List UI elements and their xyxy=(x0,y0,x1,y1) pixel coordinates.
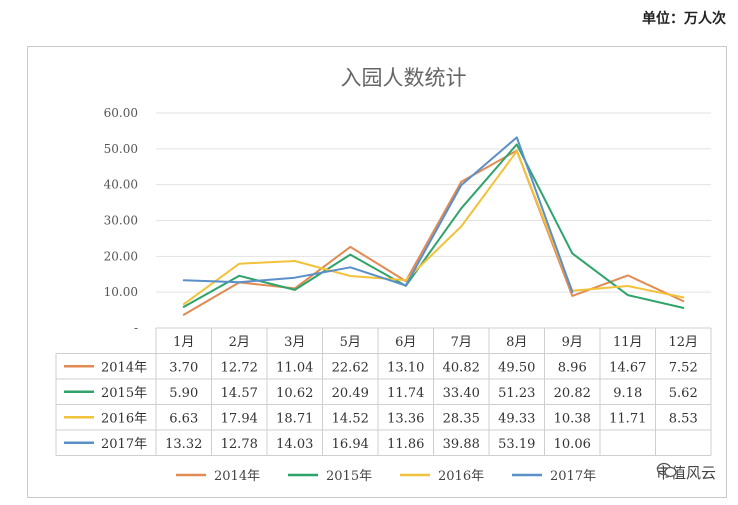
table-series-name: 2015年 xyxy=(101,386,147,401)
table-value: 13.10 xyxy=(387,360,424,375)
line-chart: 入园人数统计 - 10.00 20.00 30.00 40.00 50.00 60.00 1月 2… xyxy=(55,66,712,484)
legend-label: 2014年 xyxy=(214,469,260,484)
y-tick-label: - xyxy=(134,321,138,335)
table-value: 5.62 xyxy=(669,386,698,401)
table-value: 51.23 xyxy=(498,386,535,401)
table-value: 14.57 xyxy=(221,386,258,401)
table-category-label: 6月 xyxy=(395,335,416,350)
watermark: 市值风云 xyxy=(656,462,716,483)
table-value: 20.82 xyxy=(554,386,591,401)
table-value: 7.52 xyxy=(669,360,698,375)
table-value: 11.71 xyxy=(609,411,646,426)
y-tick-label: 40.00 xyxy=(104,178,138,192)
table-value: 40.82 xyxy=(443,360,480,375)
table-category-label: 9月 xyxy=(562,335,583,350)
series-line xyxy=(182,136,574,293)
table-value: 53.19 xyxy=(498,437,535,452)
table-series-name: 2017年 xyxy=(101,437,147,452)
table-value: 12.78 xyxy=(221,437,258,452)
series-line xyxy=(182,143,685,309)
table-value: 6.63 xyxy=(169,411,198,426)
table-value: 11.74 xyxy=(387,386,424,401)
series-line xyxy=(182,150,685,306)
table-value: 28.35 xyxy=(443,411,480,426)
table-category-label: 2月 xyxy=(229,335,250,350)
table-value: 49.33 xyxy=(498,411,535,426)
series-line xyxy=(182,149,685,316)
table-category-label: 5月 xyxy=(340,335,361,350)
table-value: 18.71 xyxy=(276,411,313,426)
table-value: 11.04 xyxy=(276,360,313,375)
table-category-label: 7月 xyxy=(451,335,472,350)
table-value: 11.86 xyxy=(387,437,424,452)
table-value: 9.18 xyxy=(613,386,642,401)
legend-label: 2017年 xyxy=(550,469,596,484)
table-series-name: 2016年 xyxy=(101,411,147,426)
table-value: 17.94 xyxy=(221,411,258,426)
chart-frame: 入园人数统计 - 10.00 20.00 30.00 40.00 50.00 60.00 1月 2… xyxy=(27,46,727,498)
table-value: 33.40 xyxy=(443,386,480,401)
table-category-label: 12月 xyxy=(668,335,698,350)
y-tick-label: 10.00 xyxy=(104,285,138,299)
table-value: 13.36 xyxy=(387,411,424,426)
wechat-icon xyxy=(656,462,677,478)
table-category-label: 8月 xyxy=(506,335,527,350)
y-tick-label: 30.00 xyxy=(104,214,138,228)
table-value: 3.70 xyxy=(169,360,198,375)
table-category-label: 3月 xyxy=(284,335,305,350)
table-value: 22.62 xyxy=(332,360,369,375)
table-value: 14.52 xyxy=(332,411,369,426)
table-value: 12.72 xyxy=(221,360,258,375)
table-value: 14.67 xyxy=(609,360,646,375)
table-value: 49.50 xyxy=(498,360,535,375)
table-value: 8.96 xyxy=(558,360,587,375)
y-tick-label: 20.00 xyxy=(104,249,138,263)
y-tick-label: 50.00 xyxy=(104,142,138,156)
unit-label: 单位：万人次 xyxy=(642,11,726,27)
y-tick-label: 60.00 xyxy=(104,106,138,120)
table-value: 10.62 xyxy=(276,386,313,401)
table-value: 10.06 xyxy=(554,437,591,452)
table-value: 8.53 xyxy=(669,411,698,426)
table-category-label: 11月 xyxy=(613,335,643,350)
table-value: 14.03 xyxy=(276,437,313,452)
table-category-label: 1月 xyxy=(173,335,194,350)
legend-label: 2016年 xyxy=(438,469,484,484)
table-value: 5.90 xyxy=(169,386,198,401)
chart-title: 入园人数统计 xyxy=(341,66,467,90)
legend-label: 2015年 xyxy=(326,469,372,484)
table-value: 20.49 xyxy=(332,386,369,401)
table-value: 10.38 xyxy=(554,411,591,426)
table-series-name: 2014年 xyxy=(101,360,147,375)
table-value: 16.94 xyxy=(332,437,369,452)
table-value: 39.88 xyxy=(443,437,480,452)
table-value: 13.32 xyxy=(165,437,202,452)
